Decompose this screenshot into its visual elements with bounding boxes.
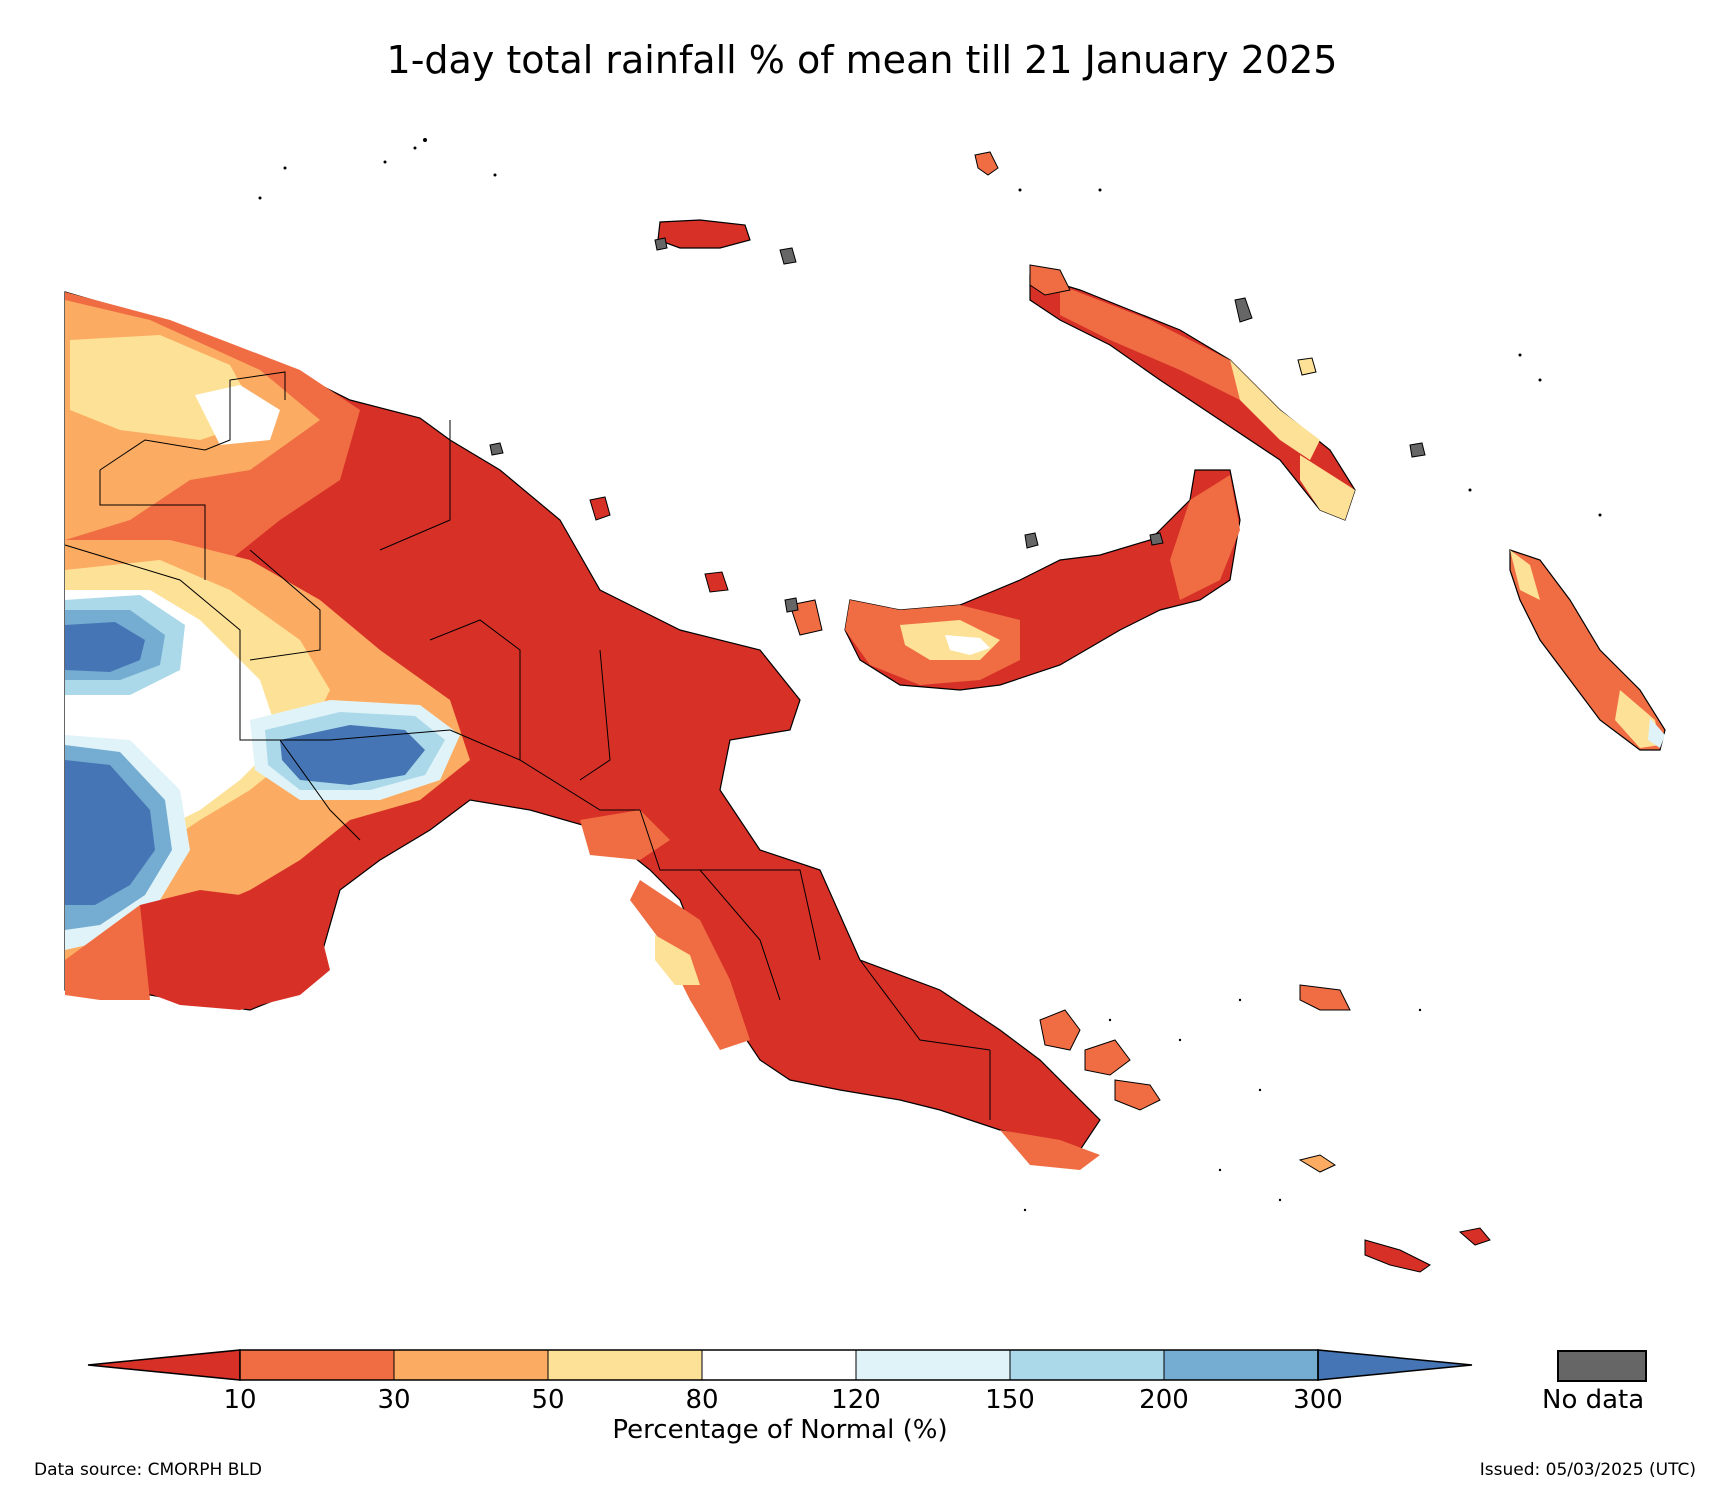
colorbar-tick-label: 150 (985, 1385, 1035, 1415)
wet-blob-southwest-dark (65, 760, 155, 905)
new-ireland-south-yellow (1300, 455, 1355, 520)
colorbar-label: Percentage of Normal (%) (612, 1415, 948, 1445)
colorbar-segment (1163, 1349, 1319, 1381)
issued-date: Issued: 05/03/2025 (UTC) (1479, 1460, 1696, 1480)
colorbar-tick-label: 30 (377, 1385, 411, 1415)
tiny-islets (258, 138, 1602, 1212)
milne-bay-island-3 (1114, 1079, 1161, 1111)
south-coast-region (140, 890, 330, 1010)
no-data-island-4 (1024, 532, 1039, 549)
colorbar-segment (855, 1349, 1011, 1381)
new-britain-west-white (945, 635, 990, 655)
no-data-island-2 (1409, 442, 1426, 458)
no-data-label: No data (1542, 1385, 1645, 1415)
highland-orange-patch (580, 810, 670, 860)
colorbar-extend-high (1317, 1349, 1473, 1381)
colorbar-tick-label: 200 (1139, 1385, 1189, 1415)
south-orange-band (65, 905, 150, 1000)
colorbar-segments (87, 1349, 1473, 1381)
map-title: 1-day total rainfall % of mean till 21 J… (386, 38, 1338, 82)
wet-blob-west-upper-dark (65, 622, 145, 672)
province-boundaries (64, 371, 991, 1120)
colorbar-tick-label: 120 (831, 1385, 881, 1415)
no-data-island-1 (1234, 297, 1253, 323)
no-data-island-7 (779, 247, 797, 265)
colorbar-tick-label: 10 (223, 1385, 257, 1415)
new-britain-east-orange (1170, 475, 1240, 600)
small-island-north-3 (589, 496, 611, 521)
small-island-east-1 (1297, 357, 1317, 376)
no-data-island-3 (489, 442, 504, 456)
no-data-island-6 (784, 597, 799, 613)
southeast-orange-tip (1000, 1130, 1100, 1170)
colorbar-segment (239, 1349, 395, 1381)
milne-bay-island-7 (1458, 1227, 1491, 1246)
data-source: Data source: CMORPH BLD (34, 1460, 262, 1480)
rainfall-map (64, 138, 1666, 1273)
new-ireland-yellow (1230, 360, 1320, 460)
milne-bay-island-4 (1299, 984, 1351, 1011)
no-data-island-5 (1149, 532, 1164, 546)
small-island-north-4 (704, 571, 729, 593)
west-white-zone (195, 385, 280, 445)
no-data-island-8 (654, 237, 668, 251)
milne-bay-island-5 (1298, 1154, 1337, 1173)
colorbar-tick-label: 80 (685, 1385, 719, 1415)
colorbar-extend-low (87, 1349, 241, 1381)
milne-bay-island-2 (1084, 1039, 1131, 1076)
small-island-north-1 (974, 151, 999, 176)
milne-bay-island-1 (1039, 1009, 1081, 1051)
colorbar-segment (1009, 1349, 1165, 1381)
bougainville-tip-white (1648, 718, 1665, 748)
no-data-islands (489, 237, 1426, 613)
coastal-yellow-strip (655, 935, 700, 985)
no-data-swatch (1557, 1350, 1647, 1382)
colorbar-tick-label: 300 (1293, 1385, 1343, 1415)
colorbar-segment (701, 1349, 857, 1381)
mainland-region (64, 291, 1101, 1151)
new-ireland-orange (1060, 285, 1270, 400)
small-island-north-2 (1029, 264, 1071, 296)
bougainville-north-yellow (1510, 550, 1540, 600)
colorbar-segment (393, 1349, 549, 1381)
colorbar-tick-label: 50 (531, 1385, 565, 1415)
colorbar-segment (547, 1349, 703, 1381)
milne-bay-island-6 (1364, 1239, 1431, 1273)
